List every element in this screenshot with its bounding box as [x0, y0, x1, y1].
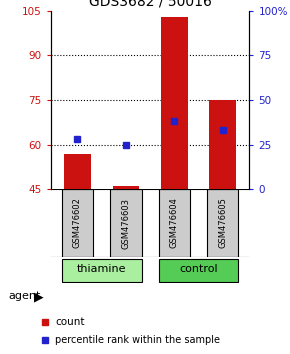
Bar: [161, 17, 188, 189]
Text: GSM476603: GSM476603: [121, 198, 130, 249]
Bar: [64, 154, 91, 189]
Bar: [159, 189, 190, 257]
Text: thiamine: thiamine: [77, 264, 126, 274]
Bar: [209, 100, 236, 189]
Text: ▶: ▶: [34, 290, 44, 303]
Text: percentile rank within the sample: percentile rank within the sample: [55, 335, 220, 345]
Bar: [110, 189, 142, 257]
Bar: [62, 189, 93, 257]
Bar: [113, 187, 139, 189]
Bar: [207, 189, 238, 257]
Bar: [62, 258, 142, 282]
Text: GSM476602: GSM476602: [73, 198, 82, 249]
Text: count: count: [55, 317, 85, 327]
Bar: [159, 258, 238, 282]
Text: control: control: [179, 264, 218, 274]
Title: GDS3682 / 50016: GDS3682 / 50016: [89, 0, 211, 8]
Text: GSM476604: GSM476604: [170, 198, 179, 249]
Text: GSM476605: GSM476605: [218, 198, 227, 249]
Text: agent: agent: [9, 291, 41, 302]
